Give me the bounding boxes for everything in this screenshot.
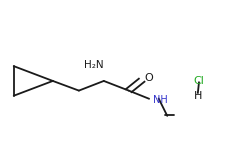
Text: Cl: Cl: [193, 76, 204, 86]
Text: H: H: [193, 91, 201, 101]
Text: O: O: [144, 73, 153, 83]
Text: H₂N: H₂N: [84, 60, 103, 70]
Text: NH: NH: [152, 95, 167, 105]
